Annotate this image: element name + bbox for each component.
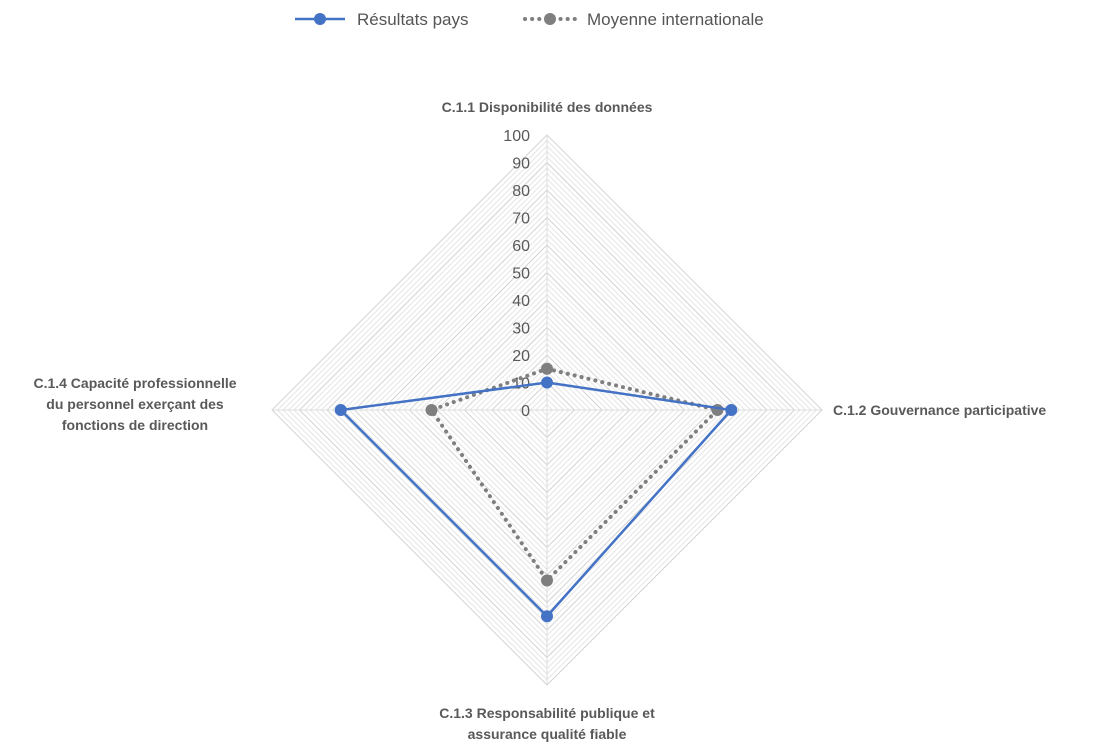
tick-label: 20	[512, 348, 530, 365]
axis-label-line: C.1.1 Disponibilité des données	[442, 99, 653, 115]
data-point	[725, 404, 738, 416]
legend-label: Moyenne internationale	[587, 10, 764, 29]
axis-label: C.1.3 Responsabilité publique et assuranc…	[439, 705, 655, 742]
tick-label: 10	[512, 376, 530, 393]
axis-label-line: C.1.4 Capacité professionnelle	[33, 375, 236, 391]
data-point	[541, 362, 553, 375]
data-point	[425, 404, 438, 416]
data-point	[541, 376, 553, 389]
data-point	[334, 404, 347, 416]
axis-label-line: C.1.2 Gouvernance participative	[833, 402, 1046, 418]
axis-label-line: du personnel exerçant des	[46, 396, 224, 412]
axis-label: C.1.4 Capacité professionnelle du personn…	[33, 375, 236, 433]
tick-label: 90	[512, 156, 530, 173]
tick-label: 70	[512, 211, 530, 228]
tick-label: 30	[512, 321, 530, 338]
axis-label-line: C.1.3 Responsabilité publique et	[439, 705, 655, 721]
legend-marker	[544, 13, 556, 25]
axis-label-line: fonctions de direction	[62, 417, 208, 433]
radar-grid	[271, 134, 823, 686]
data-point	[541, 610, 553, 623]
legend-label: Résultats pays	[357, 10, 469, 29]
tick-label: 80	[512, 183, 530, 200]
radial-tick-labels: 0 10 20 30 40 50 60 70 80 90 100	[503, 128, 530, 420]
tick-label: 100	[503, 128, 530, 145]
series-group	[334, 362, 738, 623]
legend: Résultats pays Moyenne internationale	[295, 10, 764, 29]
axis-label: C.1.1 Disponibilité des données	[442, 99, 653, 115]
data-point	[711, 404, 724, 416]
tick-label: 50	[512, 266, 530, 283]
tick-label: 60	[512, 238, 530, 255]
tick-label: 0	[521, 403, 530, 420]
tick-label: 40	[512, 293, 530, 310]
axis-label: C.1.2 Gouvernance participative	[833, 402, 1046, 418]
axis-label-line: assurance qualité fiable	[468, 726, 627, 742]
data-point	[541, 574, 553, 587]
axis-labels: C.1.1 Disponibilité des données C.1.2 Gou…	[33, 99, 1046, 742]
legend-marker	[314, 13, 326, 25]
